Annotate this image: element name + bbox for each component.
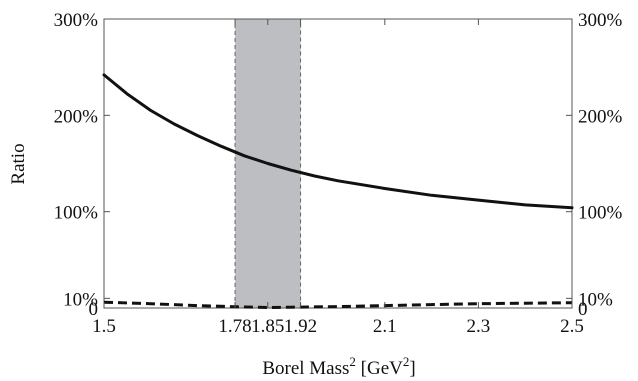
x-axis-label-sup: 2 [349,354,356,369]
y-axis-label: Ratio [8,143,29,184]
x-tick-label: 1.92 [284,316,317,337]
y-tick-label-left: 100% [54,203,99,224]
x-tick-label: 2.3 [467,316,491,337]
x-axis-label-name: Borel Mass [262,358,349,379]
y-tick-label-right: 100% [578,203,623,224]
y-tick-label-left: 0 [89,299,99,320]
y-tick-label-right: 300% [578,10,623,31]
series-line-solid [102,73,574,210]
x-axis-label: Borel Mass2 [GeV2] [262,354,415,379]
y-tick-label-left: 300% [54,10,99,31]
x-tick-label: 1.5 [92,316,116,337]
y-tick-label-left: 10% [63,289,98,310]
x-tick-label: 2.1 [373,316,397,337]
tick-layer: 1.5 1.78 1.85 1.92 2.1 2.3 2.50 010% 10%100% 100%… [54,10,623,337]
y-tick-label-right: 200% [578,106,623,127]
series-layer [102,73,574,309]
plot-frame [103,18,573,309]
x-axis-label-unit-close: ] [409,358,415,379]
x-axis-label-unit: [GeV [361,358,403,379]
y-tick-label-right: 10% [578,289,613,310]
x-tick-label: 2.5 [560,316,584,337]
plot-frame-border [103,18,573,309]
x-tick-label: 1.85 [251,316,284,337]
y-tick-label-left: 200% [54,106,99,127]
x-tick-label: 1.78 [218,316,251,337]
x-axis-label-unit-sup: 2 [403,354,410,369]
y-tick-label-right: 0 [578,299,588,320]
series-line-dashed [103,300,573,309]
